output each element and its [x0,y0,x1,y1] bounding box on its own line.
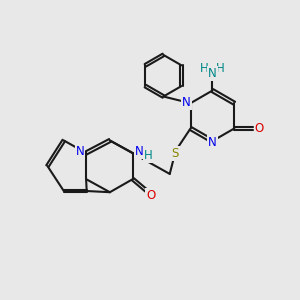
Text: N: N [208,68,217,80]
Text: H: H [216,62,225,75]
Text: O: O [255,122,264,135]
Text: S: S [171,147,179,160]
Text: N: N [182,96,191,109]
Text: N: N [135,145,144,158]
Text: O: O [146,189,155,202]
Text: H: H [144,149,153,162]
Text: N: N [208,136,217,149]
Text: H: H [200,62,208,75]
Text: N: N [76,145,85,158]
